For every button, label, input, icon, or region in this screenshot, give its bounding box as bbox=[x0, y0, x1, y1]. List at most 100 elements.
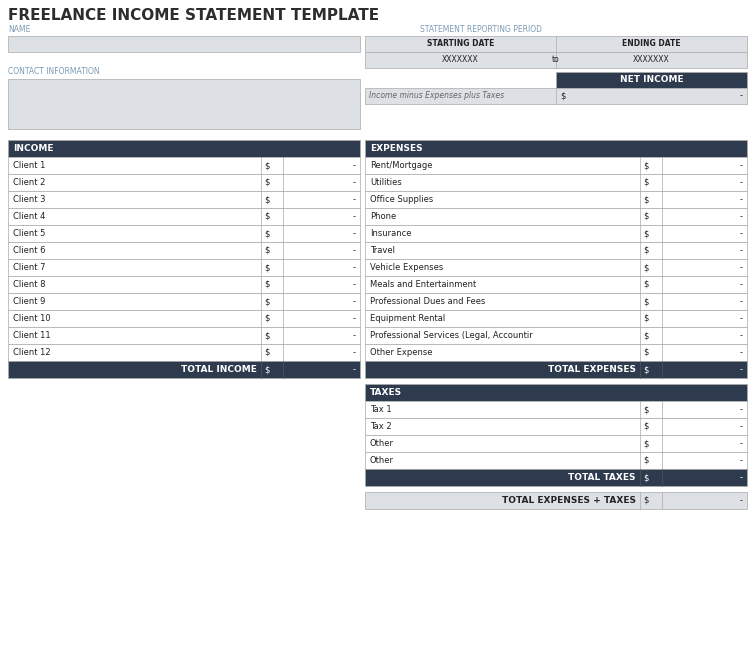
Bar bbox=[8, 310, 360, 327]
Bar bbox=[365, 208, 747, 225]
Text: TAXES: TAXES bbox=[370, 388, 402, 397]
Bar bbox=[365, 52, 747, 68]
Text: $: $ bbox=[264, 314, 270, 323]
Text: -: - bbox=[740, 473, 743, 482]
Bar bbox=[365, 310, 747, 327]
Bar bbox=[365, 492, 747, 509]
Text: -: - bbox=[740, 212, 743, 221]
Text: Client 10: Client 10 bbox=[13, 314, 51, 323]
Text: $: $ bbox=[643, 331, 649, 340]
Bar bbox=[365, 469, 747, 486]
Bar bbox=[8, 361, 360, 378]
Text: -: - bbox=[353, 314, 356, 323]
Bar bbox=[365, 157, 747, 174]
Text: -: - bbox=[740, 263, 743, 272]
Text: -: - bbox=[740, 178, 743, 187]
Text: -: - bbox=[740, 297, 743, 306]
Text: -: - bbox=[353, 212, 356, 221]
Text: -: - bbox=[353, 297, 356, 306]
Bar bbox=[8, 259, 360, 276]
Text: -: - bbox=[740, 456, 743, 465]
Text: $: $ bbox=[264, 246, 270, 255]
Bar bbox=[365, 225, 747, 242]
Text: Income minus Expenses plus Taxes: Income minus Expenses plus Taxes bbox=[369, 91, 504, 101]
Text: Client 9: Client 9 bbox=[13, 297, 45, 306]
Bar bbox=[365, 242, 747, 259]
Text: -: - bbox=[740, 314, 743, 323]
Text: Client 11: Client 11 bbox=[13, 331, 51, 340]
Bar bbox=[365, 344, 747, 361]
Bar bbox=[8, 344, 360, 361]
Text: $: $ bbox=[264, 263, 270, 272]
Text: -: - bbox=[740, 422, 743, 431]
Text: -: - bbox=[353, 365, 356, 374]
Text: to: to bbox=[552, 56, 560, 64]
Text: Office Supplies: Office Supplies bbox=[370, 195, 433, 204]
Bar bbox=[8, 276, 360, 293]
Text: Travel: Travel bbox=[370, 246, 395, 255]
Text: $: $ bbox=[643, 263, 649, 272]
Bar bbox=[365, 276, 747, 293]
Bar bbox=[365, 191, 747, 208]
Bar bbox=[8, 225, 360, 242]
Text: Utilities: Utilities bbox=[370, 178, 402, 187]
Text: $: $ bbox=[643, 422, 649, 431]
Bar bbox=[365, 36, 747, 52]
Bar bbox=[8, 293, 360, 310]
Text: -: - bbox=[740, 365, 743, 374]
Text: $: $ bbox=[643, 178, 649, 187]
Text: INCOME: INCOME bbox=[13, 144, 54, 153]
Text: $: $ bbox=[560, 91, 565, 101]
Text: $: $ bbox=[643, 161, 649, 170]
Text: -: - bbox=[740, 496, 743, 505]
Text: TOTAL TAXES: TOTAL TAXES bbox=[569, 473, 636, 482]
Text: Client 12: Client 12 bbox=[13, 348, 51, 357]
Text: Professional Services (Legal, Accountir: Professional Services (Legal, Accountir bbox=[370, 331, 533, 340]
Text: $: $ bbox=[264, 212, 270, 221]
Text: Other: Other bbox=[370, 439, 394, 448]
Bar bbox=[365, 259, 747, 276]
Bar bbox=[365, 435, 747, 452]
Text: TOTAL EXPENSES: TOTAL EXPENSES bbox=[548, 365, 636, 374]
Text: $: $ bbox=[264, 348, 270, 357]
Text: -: - bbox=[740, 246, 743, 255]
Text: Client 3: Client 3 bbox=[13, 195, 45, 204]
Text: TOTAL EXPENSES + TAXES: TOTAL EXPENSES + TAXES bbox=[502, 496, 636, 505]
Bar bbox=[556, 72, 747, 88]
Text: STATEMENT REPORTING PERIOD: STATEMENT REPORTING PERIOD bbox=[420, 25, 542, 34]
Bar bbox=[365, 88, 747, 104]
Text: -: - bbox=[740, 331, 743, 340]
Text: Other: Other bbox=[370, 456, 394, 465]
Text: Insurance: Insurance bbox=[370, 229, 411, 238]
Bar bbox=[8, 208, 360, 225]
Text: $: $ bbox=[643, 297, 649, 306]
Bar bbox=[8, 79, 360, 129]
Text: NET INCOME: NET INCOME bbox=[620, 76, 683, 84]
Text: Vehicle Expenses: Vehicle Expenses bbox=[370, 263, 443, 272]
Text: $: $ bbox=[643, 365, 649, 374]
Text: -: - bbox=[353, 229, 356, 238]
Text: $: $ bbox=[643, 496, 649, 505]
Text: $: $ bbox=[264, 297, 270, 306]
Text: $: $ bbox=[264, 331, 270, 340]
Text: -: - bbox=[353, 331, 356, 340]
Text: $: $ bbox=[643, 473, 649, 482]
Bar bbox=[8, 36, 360, 52]
Text: $: $ bbox=[643, 348, 649, 357]
Text: $: $ bbox=[643, 314, 649, 323]
Text: -: - bbox=[740, 195, 743, 204]
Text: -: - bbox=[353, 280, 356, 289]
Text: Equipment Rental: Equipment Rental bbox=[370, 314, 445, 323]
Text: Client 6: Client 6 bbox=[13, 246, 45, 255]
Text: Professional Dues and Fees: Professional Dues and Fees bbox=[370, 297, 485, 306]
Bar bbox=[365, 384, 747, 401]
Bar bbox=[8, 191, 360, 208]
Text: -: - bbox=[353, 348, 356, 357]
Text: Other Expense: Other Expense bbox=[370, 348, 433, 357]
Text: $: $ bbox=[643, 405, 649, 414]
Text: $: $ bbox=[643, 212, 649, 221]
Text: $: $ bbox=[643, 456, 649, 465]
Bar bbox=[365, 293, 747, 310]
Text: $: $ bbox=[264, 195, 270, 204]
Text: $: $ bbox=[643, 280, 649, 289]
